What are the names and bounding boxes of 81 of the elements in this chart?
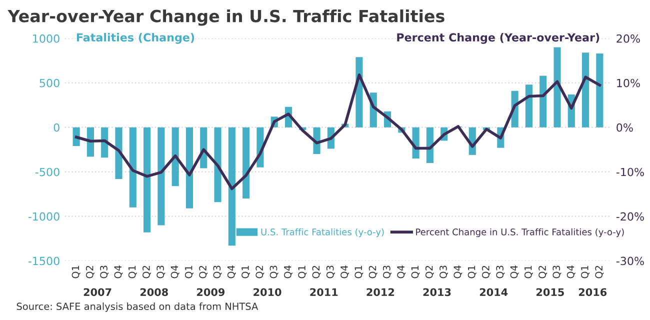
y-tick-label: -1500 <box>28 256 60 266</box>
x-tick-label: Q2 <box>142 266 151 278</box>
x-tick-label: Q1 <box>581 266 590 278</box>
text: 2009 <box>197 288 225 296</box>
x-tick-label: Q4 <box>454 266 462 278</box>
text: 2014 <box>480 288 508 296</box>
x-tick-label: Q3 <box>213 266 222 278</box>
y-tick-label: -1000 <box>28 212 60 221</box>
x-tick-label: Q1 <box>524 266 533 278</box>
x-tick-label: Q3 <box>156 266 166 278</box>
x-tick-label: Q1 <box>298 266 307 278</box>
x-tick-label: Q3 <box>496 266 505 278</box>
x-tick-label: Q3 <box>326 266 335 278</box>
x-tick-label: Q2 <box>425 266 434 278</box>
text: 2011 <box>310 288 338 296</box>
x-tick-label: Q3 <box>552 266 562 278</box>
x-tick-label: Q1 <box>354 266 364 278</box>
chart-title: Year-over-Year Change in U.S. Traffic Fatalities <box>8 9 444 26</box>
y-axis-title: Fatalities (Change) <box>76 32 194 44</box>
y2-tick-label: -30% <box>616 256 644 266</box>
bar <box>158 127 165 226</box>
source-note: Source: SAFE analysis based on data from NHTSA <box>16 302 258 312</box>
x-tick-label: Q2 <box>595 266 604 278</box>
text: 2007 <box>84 288 112 296</box>
y2-tick-label: -20% <box>616 212 644 221</box>
x-tick-label: Q2 <box>538 266 548 278</box>
text: 2016 <box>578 288 607 296</box>
x-tick-label: Q4 <box>340 266 350 278</box>
y2-tick-label: 10% <box>617 78 640 88</box>
x-tick-label: Q4 <box>566 266 576 278</box>
x-tick-label: Q3 <box>440 266 448 278</box>
y-tick-label: 500 <box>40 78 60 88</box>
x-tick-label: Q2 <box>482 266 490 278</box>
x-tick-label: Q3 <box>382 266 392 278</box>
bar <box>129 127 136 208</box>
bar <box>554 47 561 128</box>
bar <box>525 84 532 128</box>
text: 2010 <box>254 288 282 296</box>
y2-tick-label: -10% <box>616 168 644 176</box>
bar <box>426 127 434 163</box>
x-tick-label: Q4 <box>397 266 406 278</box>
y2-tick-label: 20% <box>616 34 640 43</box>
x-tick-label: Q4 <box>510 266 519 278</box>
x-tick-label: Q2 <box>312 266 321 278</box>
x-tick-label: Q1 <box>184 266 194 278</box>
x-tick-label: Q4 <box>170 266 180 278</box>
bar <box>596 54 604 128</box>
x-tick-label: Q1 <box>411 266 420 278</box>
text: 2013 <box>423 288 451 296</box>
y-tick-label: -500 <box>35 168 60 176</box>
legend-label: Percent Change in U.S. Traffic Fatalities (y-o-y) <box>416 228 624 238</box>
text: 2008 <box>140 288 168 296</box>
line-series <box>74 73 602 190</box>
x-tick-label: Q1 <box>72 266 80 278</box>
x-tick-label: Q1 <box>468 266 476 278</box>
x-tick-label: Q1 <box>128 266 137 278</box>
x-tick-label: Q4 <box>227 266 236 278</box>
y-tick-label: 1000 <box>33 34 60 43</box>
x-tick-label: Q2 <box>256 266 264 278</box>
text: 2015 <box>536 288 564 296</box>
bar <box>186 127 194 208</box>
bar <box>115 127 122 179</box>
bar <box>214 127 222 202</box>
y2-axis-title: Percent Change (Year-over-Year) <box>397 32 600 44</box>
x-tick-label: Q4 <box>284 266 292 278</box>
y2-tick-label: 0% <box>616 123 633 132</box>
bar <box>540 76 547 128</box>
x-tick-label: Q3 <box>270 266 278 278</box>
x-tick-label: Q2 <box>368 266 378 278</box>
bar <box>242 127 250 199</box>
x-tick-label: Q4 <box>114 266 123 278</box>
bar <box>144 127 151 232</box>
bar <box>172 127 179 186</box>
x-tick-label: Q2 <box>199 266 208 278</box>
x-tick-label: Q1 <box>242 266 250 278</box>
text: 2012 <box>366 288 394 296</box>
bar <box>582 52 590 128</box>
x-tick-label: Q2 <box>86 266 94 278</box>
legend-label: U.S. Traffic Fatalities (y-o-y) <box>261 228 384 238</box>
x-tick-label: Q3 <box>100 266 109 278</box>
y-tick-label: 0 <box>54 123 60 132</box>
